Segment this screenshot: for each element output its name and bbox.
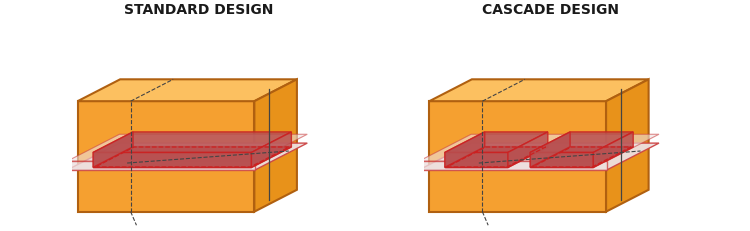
Title: STANDARD DESIGN: STANDARD DESIGN [124,3,274,17]
Polygon shape [78,102,254,212]
Polygon shape [530,147,633,168]
Polygon shape [78,80,297,102]
Polygon shape [508,132,548,168]
Polygon shape [530,153,593,168]
Polygon shape [419,143,659,170]
Polygon shape [93,147,292,168]
Polygon shape [530,132,633,153]
Polygon shape [68,143,308,170]
Polygon shape [445,153,508,168]
Polygon shape [593,132,633,168]
Polygon shape [254,80,297,212]
Polygon shape [419,135,659,161]
Title: CASCADE DESIGN: CASCADE DESIGN [482,3,620,17]
Polygon shape [429,102,606,212]
Polygon shape [93,153,251,168]
Polygon shape [68,135,308,161]
Polygon shape [68,161,255,170]
Polygon shape [429,80,649,102]
Polygon shape [445,132,485,168]
Polygon shape [93,132,133,168]
Polygon shape [419,161,607,170]
Polygon shape [530,132,570,168]
Polygon shape [251,132,292,168]
Polygon shape [93,132,292,153]
Polygon shape [445,132,548,153]
Polygon shape [445,147,548,168]
Polygon shape [606,80,649,212]
